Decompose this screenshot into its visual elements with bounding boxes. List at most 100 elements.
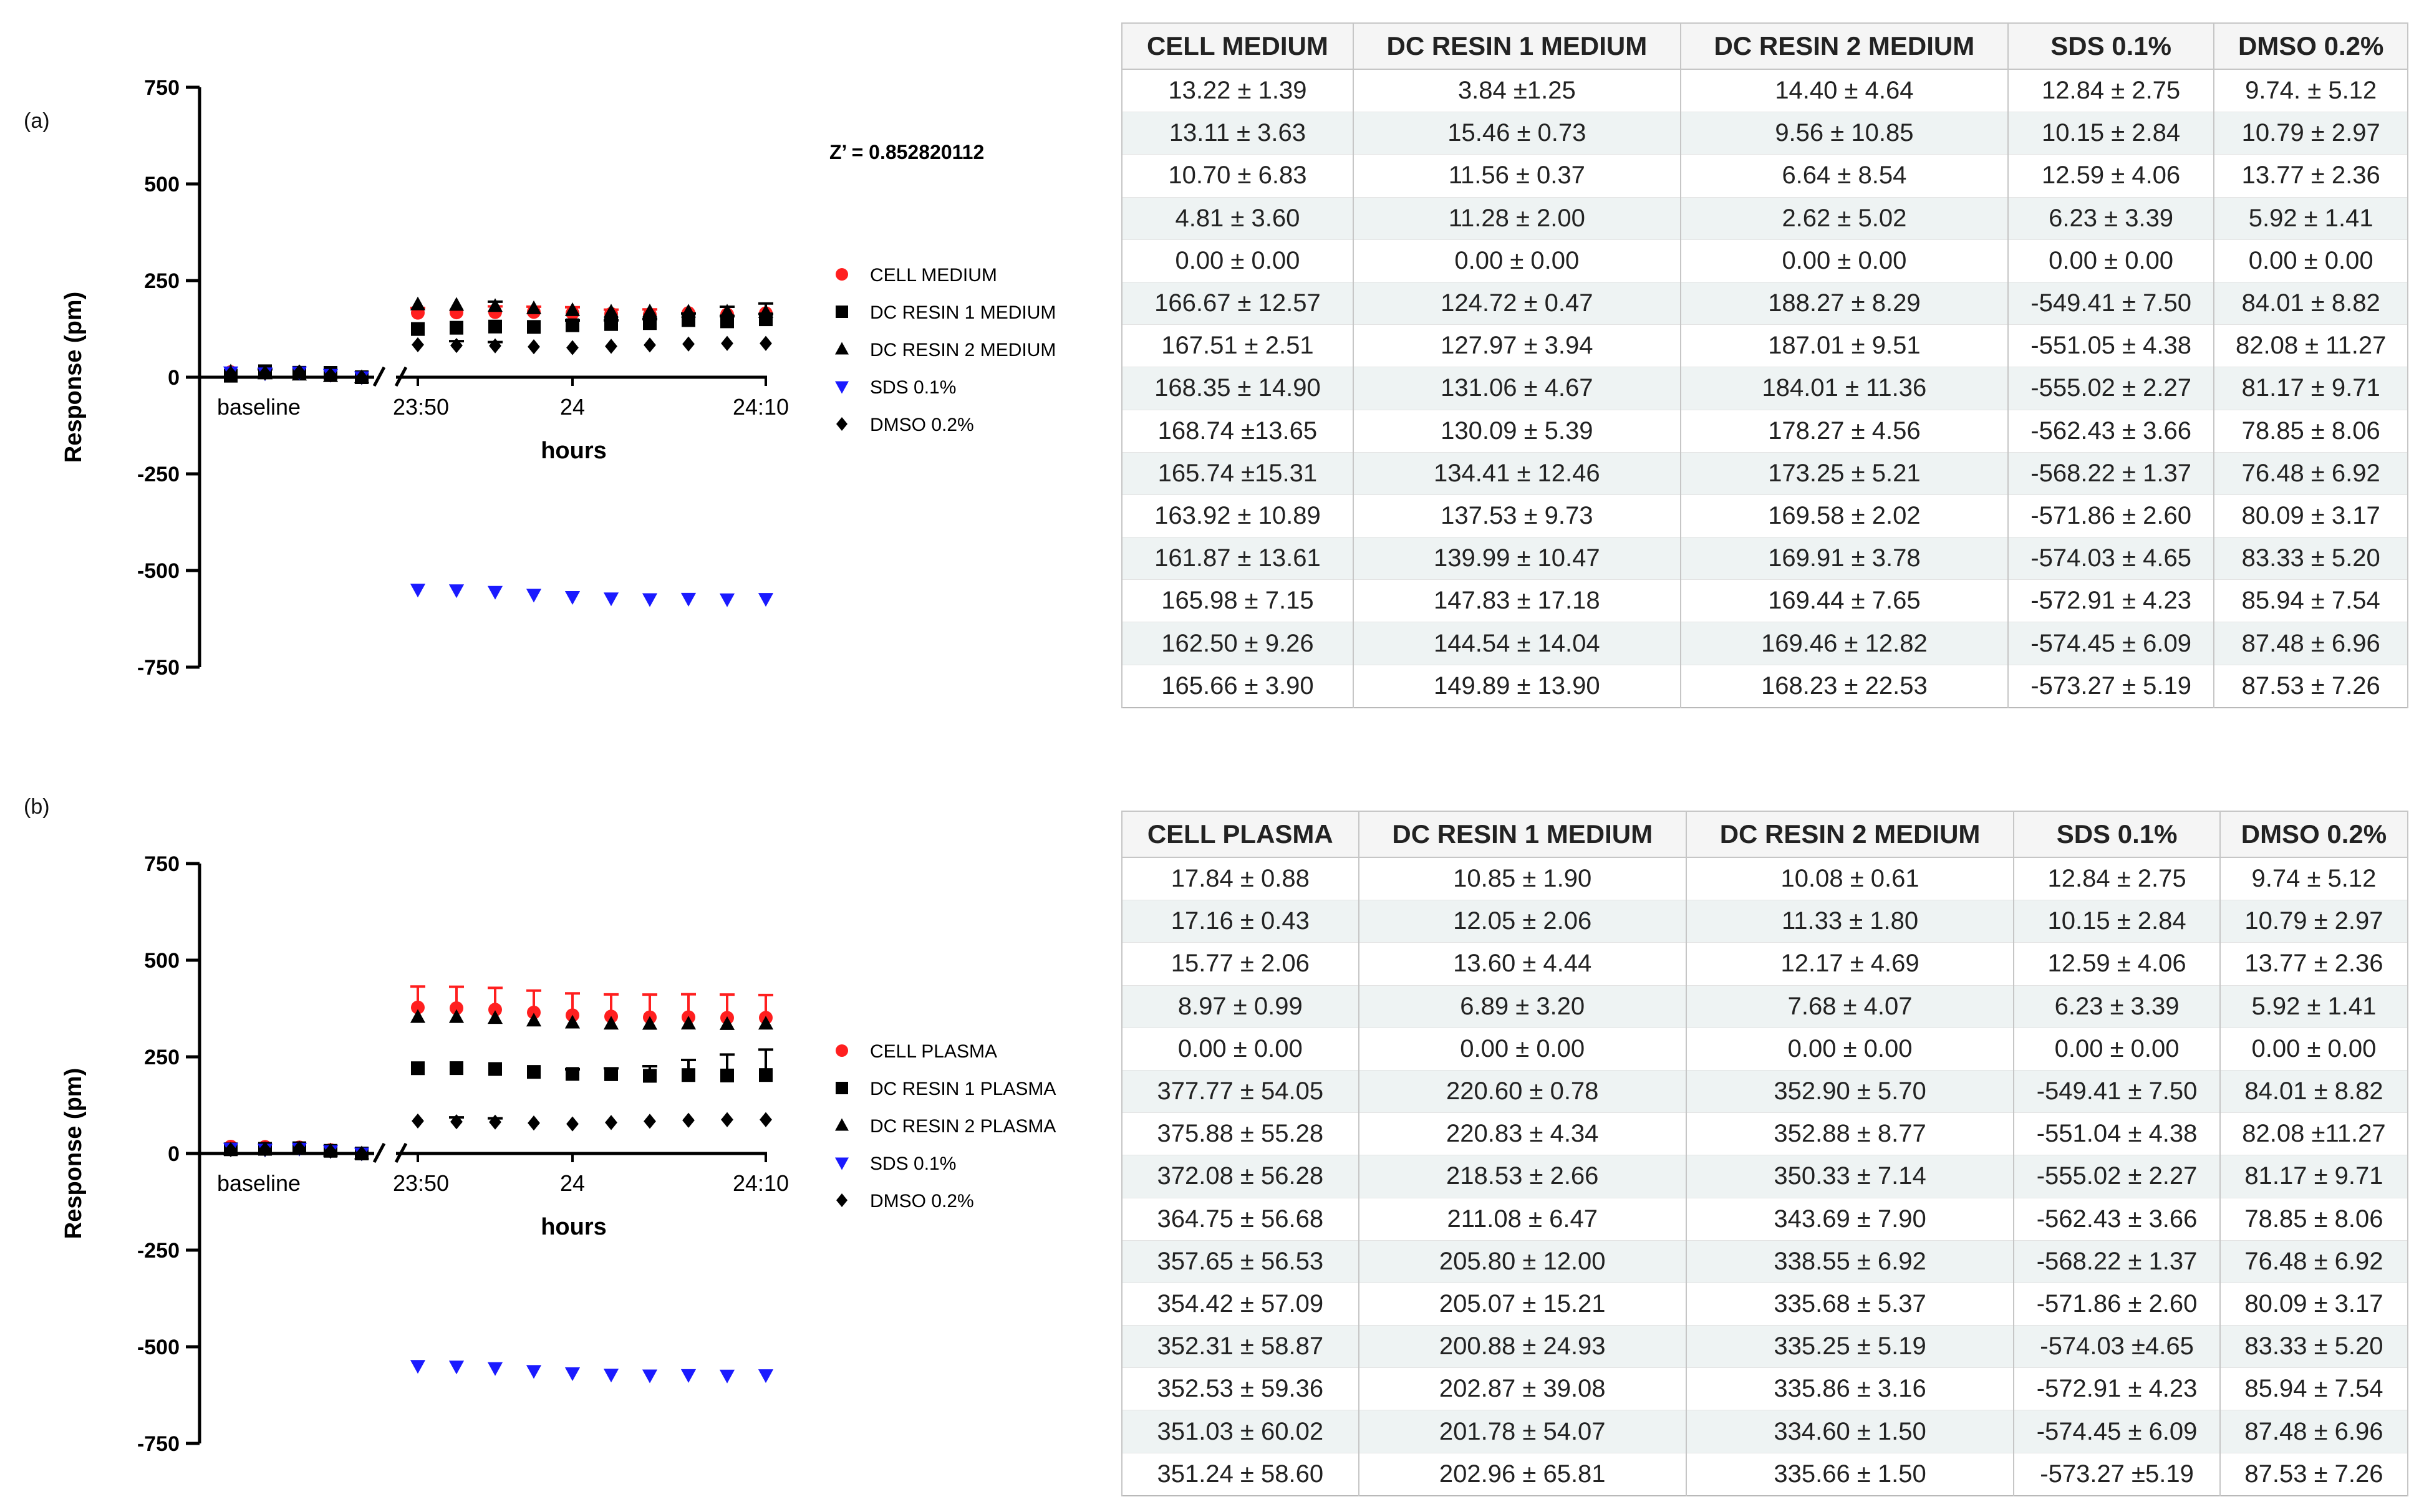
table-cell: 12.05 ± 2.06 [1358, 900, 1687, 943]
table-cell: 6.23 ± 3.39 [2007, 197, 2215, 240]
table-row: 163.92 ± 10.89 137.53 ± 9.73 169.58 ± 2.02… [1121, 494, 2408, 538]
data-point [719, 1016, 735, 1030]
data-point [758, 1016, 774, 1030]
data-point [642, 1016, 658, 1030]
table-cell: 335.66 ± 1.50 [1685, 1453, 2015, 1496]
table-cell: 372.08 ± 56.28 [1121, 1155, 1359, 1198]
data-point [758, 593, 774, 607]
table-cell: 0.00 ± 0.00 [1352, 239, 1681, 282]
data-point [411, 1061, 425, 1076]
panel-a-chart: 750 500 250 0 -250 -500 -750 Response (pm) basel… [37, 56, 1098, 711]
table-cell: 80.09 ± 3.17 [2219, 1283, 2409, 1326]
data-point [758, 304, 774, 319]
series-sds-0-1- [223, 366, 774, 607]
table-cell: 13.11 ± 3.63 [1121, 112, 1354, 155]
table-cell: 169.91 ± 3.78 [1679, 537, 2009, 580]
table-cell: 5.92 ± 1.41 [2213, 197, 2408, 240]
table-cell: 338.55 ± 6.92 [1685, 1240, 2015, 1283]
data-point [680, 1369, 697, 1383]
table-row: 357.65 ± 56.53 205.80 ± 12.00 338.55 ± 6.9… [1121, 1240, 2409, 1283]
panel-b-table: CELL PLASMA DC RESIN 1 MEDIUM DC RESIN 2 M… [1121, 811, 2409, 1496]
table-cell: 10.15 ± 2.84 [2007, 112, 2215, 155]
table-cell: 0.00 ± 0.00 [1685, 1028, 2015, 1071]
legend-marker [836, 1082, 848, 1094]
data-point [564, 1367, 581, 1381]
column-header: DC RESIN 2 MEDIUM [1685, 811, 2015, 858]
table-cell: 137.53 ± 9.73 [1352, 494, 1681, 538]
table-row: 17.84 ± 0.88 10.85 ± 1.90 10.08 ± 0.61 12.8… [1121, 857, 2409, 901]
data-point [448, 1360, 465, 1375]
table-cell: 334.60 ± 1.50 [1685, 1410, 2015, 1453]
table-cell: 343.69 ± 7.90 [1685, 1198, 2015, 1241]
data-point [527, 320, 541, 334]
data-point [450, 320, 463, 335]
table-cell: -572.91 ± 4.23 [2013, 1367, 2221, 1411]
table-cell: 13.60 ± 4.44 [1358, 942, 1687, 986]
table-cell: 364.75 ± 56.68 [1121, 1198, 1359, 1241]
table-cell: -568.22 ± 1.37 [2013, 1240, 2221, 1283]
data-point [642, 1369, 658, 1384]
table-cell: 9.74 ± 5.12 [2219, 857, 2409, 901]
table-cell: 168.23 ± 22.53 [1679, 665, 2009, 708]
data-point [225, 1142, 237, 1158]
table-cell: 10.85 ± 1.90 [1358, 857, 1687, 901]
table-cell: 17.84 ± 0.88 [1121, 857, 1359, 901]
legend-marker [835, 1157, 849, 1170]
data-point [293, 364, 306, 380]
table-row: 162.50 ± 9.26 144.54 ± 14.04 169.46 ± 12.8… [1121, 622, 2408, 665]
table-cell: -549.41 ± 7.50 [2013, 1070, 2221, 1114]
data-point [487, 1362, 503, 1376]
table-cell: 169.46 ± 12.82 [1679, 622, 2009, 665]
table-cell: 6.23 ± 3.39 [2013, 985, 2221, 1028]
table-row: 8.97 ± 0.99 6.89 ± 3.20 7.68 ± 4.07 6.23 ± … [1121, 985, 2409, 1028]
table-cell: 87.48 ± 6.96 [2219, 1410, 2409, 1453]
table-cell: 127.97 ± 3.94 [1352, 324, 1681, 368]
table-row: 15.77 ± 2.06 13.60 ± 4.44 12.17 ± 4.69 12.5… [1121, 942, 2409, 986]
table-cell: -574.45 ± 6.09 [2013, 1410, 2221, 1453]
table-cell: 83.33 ± 5.20 [2213, 537, 2408, 580]
table-cell: 10.15 ± 2.84 [2013, 900, 2221, 943]
table-cell: 220.83 ± 4.34 [1358, 1112, 1687, 1156]
table-cell: 147.83 ± 17.18 [1352, 579, 1681, 623]
axis-break-mark [394, 366, 408, 387]
table-cell: 0.00 ± 0.00 [1121, 239, 1354, 282]
data-point [642, 593, 658, 607]
table-row: 352.53 ± 59.36 202.87 ± 39.08 335.86 ± 3.1… [1121, 1367, 2409, 1411]
table-cell: 352.90 ± 5.70 [1685, 1070, 2015, 1114]
table-cell: 173.25 ± 5.21 [1679, 452, 2009, 495]
table-cell: 220.60 ± 0.78 [1358, 1070, 1687, 1114]
panel-a-table: CELL MEDIUM DC RESIN 1 MEDIUM DC RESIN 2 M… [1121, 22, 2408, 708]
series-dmso-0-2- [225, 335, 772, 385]
table-cell: 12.59 ± 4.06 [2007, 154, 2215, 198]
data-point [721, 1112, 733, 1127]
table-cell: 76.48 ± 6.92 [2213, 452, 2408, 495]
legend-label: CELL MEDIUM [870, 265, 997, 286]
table-cell: 12.59 ± 4.06 [2013, 942, 2221, 986]
table-row: 351.03 ± 60.02 201.78 ± 54.07 334.60 ± 1.5… [1121, 1410, 2409, 1453]
table-row: 4.81 ± 3.60 11.28 ± 2.00 2.62 ± 5.02 6.23 ±… [1121, 197, 2408, 240]
legend-label: SDS 0.1% [870, 1153, 956, 1174]
data-point [324, 367, 337, 383]
panel-label-a: (a) [24, 109, 50, 133]
table-cell: 12.84 ± 2.75 [2013, 857, 2221, 901]
x-tick-label: 24 [560, 394, 585, 420]
table-row: 354.42 ± 57.09 205.07 ± 15.21 335.68 ± 5.3… [1121, 1283, 2409, 1326]
table-row: 372.08 ± 56.28 218.53 ± 2.66 350.33 ± 7.14… [1121, 1155, 2409, 1198]
data-point [488, 1003, 502, 1017]
table-cell: 87.48 ± 6.96 [2213, 622, 2408, 665]
table-cell: 84.01 ± 8.82 [2219, 1070, 2409, 1114]
chart-svg: 750 500 250 0 -250 -500 -750 Response (pm) basel… [60, 852, 1056, 1456]
table-cell: 82.08 ± 11.27 [2213, 324, 2408, 368]
column-header: DMSO 0.2% [2213, 22, 2408, 70]
data-point [604, 1067, 618, 1081]
table-cell: 13.77 ± 2.36 [2219, 942, 2409, 986]
data-point [603, 304, 619, 318]
z-prime-annotation: Z’ = 0.852820112 [829, 141, 984, 163]
data-point [527, 1005, 541, 1019]
table-cell: 188.27 ± 8.29 [1679, 282, 2009, 325]
legend-label: DMSO 0.2% [870, 1191, 974, 1211]
table-cell: 165.74 ±15.31 [1121, 452, 1354, 495]
table-cell: 200.88 ± 24.93 [1358, 1325, 1687, 1369]
table-cell: 11.33 ± 1.80 [1685, 900, 2015, 943]
data-point [566, 1116, 579, 1132]
